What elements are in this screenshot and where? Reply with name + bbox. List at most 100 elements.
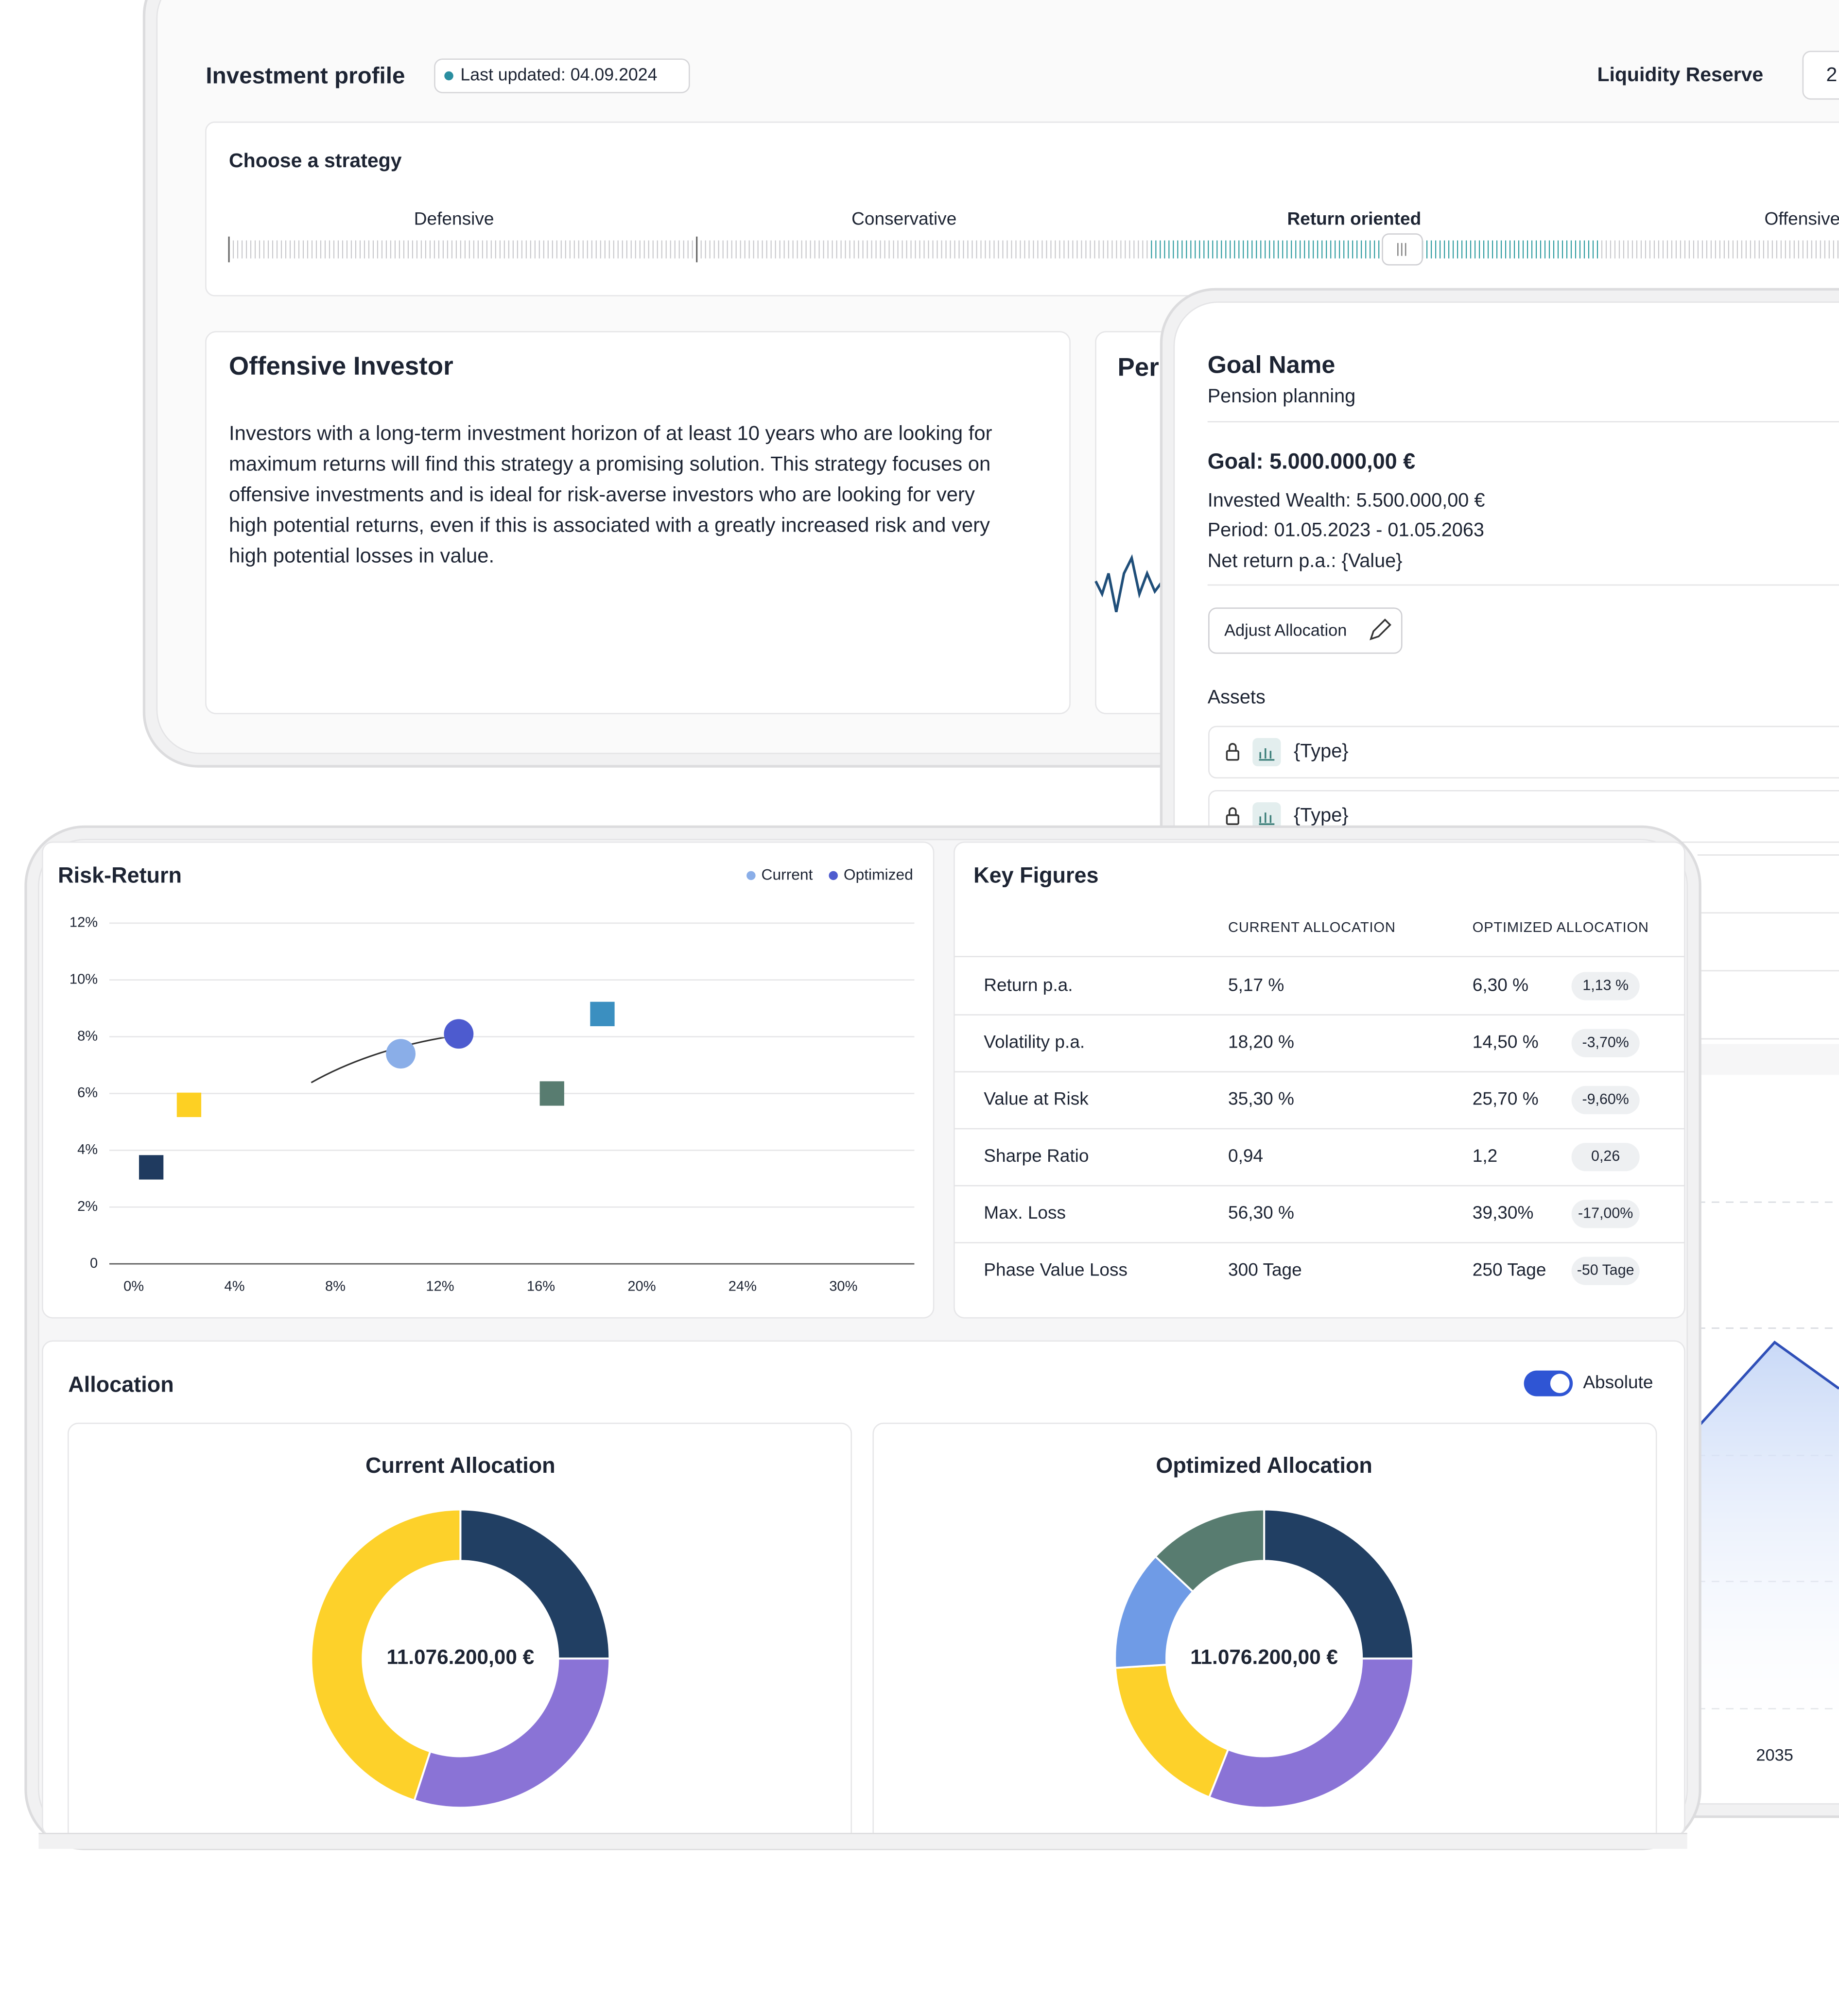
legend-label: Optimized — [844, 865, 913, 883]
x-tick-label: 30% — [829, 1278, 857, 1294]
area — [1700, 1342, 1839, 1723]
delta-value: -50 Tage — [1577, 1262, 1634, 1278]
optimized-value: 1,2 — [1473, 1145, 1497, 1166]
key-figures-table: Return p.a. 5,17 % 6,30 % 1,13 % Volatility … — [954, 956, 1685, 1285]
asset-point — [539, 1081, 564, 1106]
profile-title: Offensive Investor — [229, 352, 453, 380]
x-tick-label: 24% — [729, 1278, 757, 1294]
delta-value: -17,00% — [1578, 1205, 1633, 1221]
row-lines — [1697, 854, 1839, 1040]
title: Investment profile — [206, 63, 405, 88]
y-tick-label: 8% — [77, 1028, 98, 1044]
asset-point — [176, 1092, 202, 1117]
strategy-label[interactable]: Defensive — [414, 208, 494, 228]
row-label: Max. Loss — [984, 1202, 1066, 1223]
optimized-value: 25,70 % — [1473, 1088, 1539, 1109]
scatter-point — [386, 1039, 416, 1069]
legend-dot — [746, 871, 756, 880]
optimized-value: 6,30 % — [1473, 974, 1528, 995]
donut-segment — [1263, 1508, 1415, 1660]
row-label: Phase Value Loss — [984, 1259, 1128, 1279]
delta-value: -9,60% — [1582, 1091, 1629, 1107]
table-title: Key Figures — [973, 862, 1098, 887]
delta-pill — [1571, 1143, 1640, 1172]
lock-icon — [1226, 814, 1239, 825]
badge — [434, 58, 690, 93]
y-tick-label: 4% — [77, 1142, 98, 1157]
delta-pill — [1571, 972, 1640, 1000]
optimized-value: 39,30% — [1473, 1202, 1534, 1223]
allocation-title: Allocation — [68, 1372, 173, 1396]
x-tick-label: 16% — [527, 1278, 555, 1294]
delta-pill — [1571, 1257, 1640, 1285]
lock-icon — [1228, 807, 1237, 815]
delta-pill — [1571, 1086, 1640, 1115]
profile-line: high potential losses in value. — [229, 544, 494, 567]
asset-point — [139, 1155, 164, 1180]
strategy-title: Choose a strategy — [229, 149, 402, 172]
donut-center-label: 11.076.200,00 € — [1190, 1646, 1338, 1669]
sparkline — [1094, 554, 1164, 613]
x-tick-label: 8% — [325, 1278, 346, 1294]
adjust-button[interactable] — [1208, 607, 1403, 654]
chart-icon — [1259, 748, 1275, 761]
liquidity-value: 2 — [1826, 63, 1837, 86]
x-tick-label: 4% — [225, 1278, 245, 1294]
asset-row[interactable]: {Type} — [1208, 725, 1839, 779]
asset-type: {Type} — [1294, 740, 1349, 761]
toggle-knob — [1550, 1374, 1570, 1393]
profile-line: Investors with a long-term investment ho… — [229, 421, 992, 444]
chart-icon — [1259, 812, 1275, 825]
pencil-icon — [1370, 618, 1391, 640]
donut-segment — [459, 1508, 611, 1660]
y-tick-label: 2% — [77, 1199, 98, 1214]
donut-segment — [310, 1508, 462, 1802]
x-tick-label: 12% — [426, 1278, 454, 1294]
current-value: 35,30 % — [1228, 1088, 1294, 1109]
lock-icon — [1228, 743, 1237, 751]
profile-card — [205, 331, 1071, 714]
donut-charts: Current Allocation 11.076.200,00 € Optimiz… — [310, 1453, 1415, 1809]
row-label: Volatility p.a. — [984, 1032, 1085, 1052]
asset-type: {Type} — [1294, 805, 1349, 826]
delta-value: -3,70% — [1582, 1034, 1629, 1051]
liquidity-box[interactable] — [1802, 51, 1839, 100]
current-value: 5,17 % — [1228, 974, 1284, 995]
y-tick-label: 12% — [69, 915, 98, 930]
adjust-button-label: Adjust Allocation — [1224, 621, 1347, 639]
key-figures-card — [954, 841, 1685, 1319]
delta-value: 0,26 — [1591, 1148, 1620, 1164]
strategy-label[interactable]: Return oriented — [1287, 208, 1422, 228]
handle-grip — [1397, 243, 1406, 256]
strategy-label[interactable]: Offensive — [1764, 208, 1839, 228]
risk-return-card — [42, 841, 935, 1319]
scatter-point — [444, 1019, 474, 1049]
profile-line: maximum returns will find this strategy … — [229, 452, 990, 475]
asset-point — [590, 1001, 615, 1026]
separator — [1697, 1044, 1839, 1075]
legend-dot — [829, 871, 838, 880]
chart-title: Risk-Return — [58, 862, 182, 887]
donut-title: Optimized Allocation — [1156, 1453, 1372, 1478]
x-tick-label: 20% — [627, 1278, 656, 1294]
performance-title: Per — [1117, 353, 1159, 381]
strategy-label[interactable]: Conservative — [851, 208, 956, 228]
period: Period: 01.05.2023 - 01.05.2063 — [1208, 519, 1484, 540]
frontier-curve — [311, 1034, 459, 1084]
delta-pill — [1571, 1029, 1640, 1057]
goal-title: Goal Name — [1208, 350, 1336, 378]
y-tick-label: 6% — [77, 1085, 98, 1101]
liquidity-label: Liquidity Reserve — [1597, 63, 1763, 86]
delta-pill — [1571, 1200, 1640, 1228]
optimized-value: 250 Tage — [1473, 1259, 1546, 1279]
last-updated: Last updated: 04.09.2024 — [460, 65, 657, 85]
row-label: Return p.a. — [984, 974, 1073, 995]
scatter-chart: 0 2% 4% 6% 8% 10% 12% 0% 4% 8% 12% 16% 20% 24% 30% Curr… — [69, 865, 915, 1294]
column-header: CURRENT ALLOCATION — [1228, 920, 1396, 935]
row-label: Value at Risk — [984, 1088, 1089, 1109]
y-tick-label: 0 — [90, 1256, 98, 1271]
optimized-value: 14,50 % — [1473, 1032, 1539, 1052]
row-label: Sharpe Ratio — [984, 1145, 1089, 1166]
